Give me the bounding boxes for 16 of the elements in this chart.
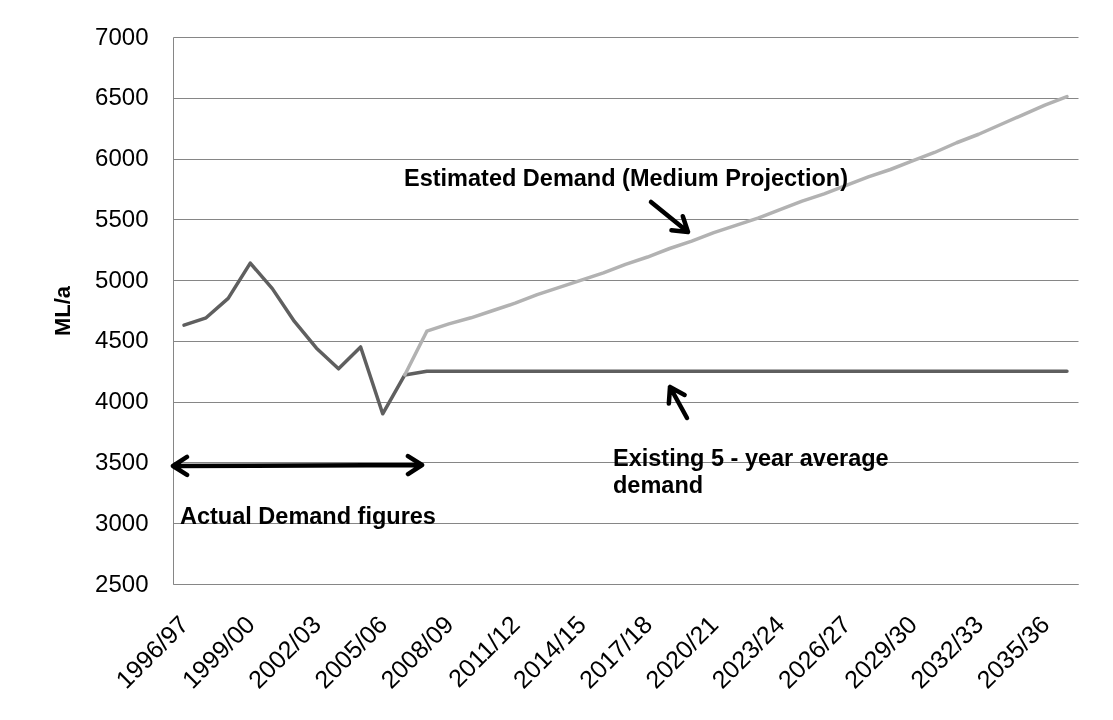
y-axis-title: ML/a (50, 285, 76, 337)
annotation: Existing 5 - year average demand (613, 445, 889, 498)
y-tick-label: 5500 (95, 204, 149, 232)
y-tick-label: 2500 (95, 569, 149, 597)
annotation: Estimated Demand (Medium Projection) (404, 165, 848, 191)
annotation: Actual Demand figures (180, 503, 436, 529)
y-tick-label: 6000 (95, 144, 149, 172)
y-tick-label: 4500 (95, 326, 149, 354)
y-tick-label: 3500 (95, 447, 149, 475)
y-tick-label: 6500 (95, 83, 149, 111)
y-tick-label: 7000 (95, 22, 149, 50)
line-series (403, 94, 1069, 377)
y-tick-label: 5000 (95, 265, 149, 293)
line-series (182, 261, 1069, 416)
y-tick-label: 4000 (95, 387, 149, 415)
y-tick-label: 3000 (95, 508, 149, 536)
